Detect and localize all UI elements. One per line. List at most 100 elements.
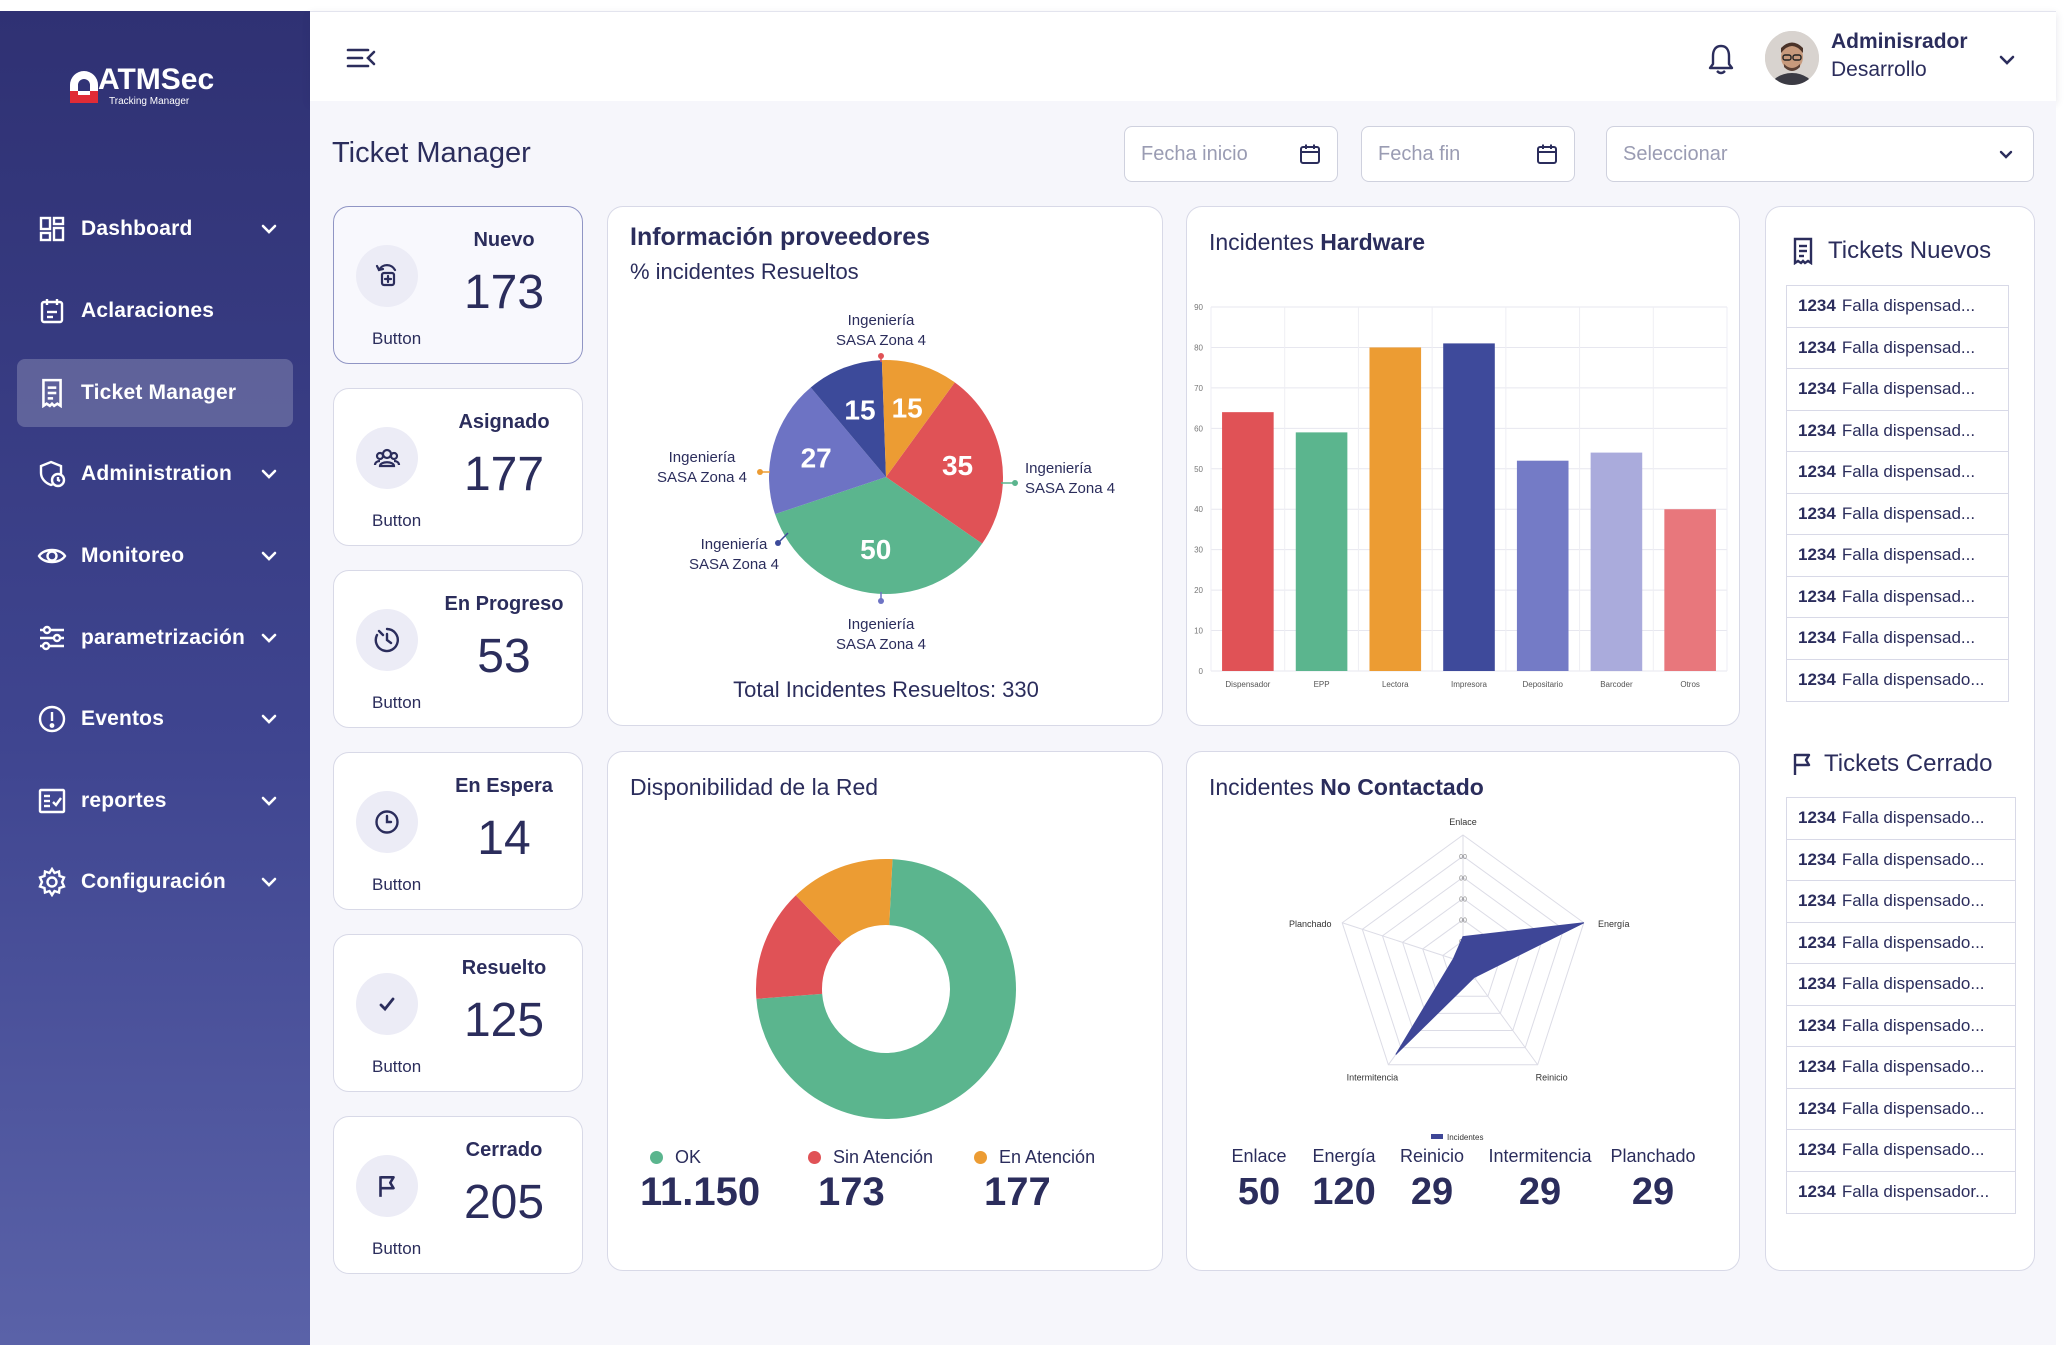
stat-card-asignado[interactable]: Asignado 177 Button bbox=[333, 388, 583, 546]
bell-icon[interactable] bbox=[1706, 42, 1736, 76]
stat-button[interactable]: Button bbox=[372, 511, 422, 530]
chevron-down-icon[interactable] bbox=[259, 464, 279, 484]
stat-value: 177 bbox=[463, 448, 545, 501]
user-name[interactable]: Adminisrador bbox=[1831, 30, 1968, 53]
atmsec-logo[interactable]: ATMSec Tracking Manager bbox=[68, 51, 248, 109]
ticket-list-item[interactable]: 1234 Falla dispensad... bbox=[1787, 494, 2008, 535]
radar-axis-label: Planchado bbox=[1289, 919, 1332, 929]
radar-series-area[interactable] bbox=[1395, 922, 1585, 1055]
chevron-down-icon[interactable] bbox=[1995, 143, 2017, 165]
ticket-list-item[interactable]: 1234 Falla dispensad... bbox=[1787, 328, 2008, 369]
pie-slice[interactable] bbox=[810, 360, 886, 477]
sidebar-item-dashboard[interactable]: Dashboard bbox=[17, 195, 293, 263]
bar[interactable] bbox=[1295, 432, 1348, 671]
report-check-icon bbox=[35, 784, 69, 818]
ticket-id: 1234 bbox=[1798, 891, 1836, 911]
legend-dot bbox=[650, 1151, 663, 1164]
ticket-list-item[interactable]: 1234 Falla dispensado... bbox=[1787, 1089, 2015, 1130]
radar-axis-label: Reinicio bbox=[1536, 1073, 1568, 1083]
sidebar-item-aclaraciones[interactable]: Aclaraciones bbox=[17, 277, 293, 345]
bar[interactable] bbox=[1443, 343, 1495, 671]
sidebar-item-parametrizaci-n[interactable]: parametrización bbox=[17, 604, 293, 672]
pie-leader-dot bbox=[757, 469, 763, 475]
ticket-list-item[interactable]: 1234 Falla dispensado... bbox=[1787, 1006, 2015, 1047]
calendar-icon[interactable] bbox=[1536, 143, 1558, 165]
nocontactado-stat-label: Reinicio bbox=[1399, 1146, 1465, 1166]
ticket-list-item[interactable]: 1234 Falla dispensado... bbox=[1787, 881, 2015, 923]
pie-slice[interactable] bbox=[775, 477, 983, 594]
ticket-list-item[interactable]: 1234 Falla dispensado... bbox=[1787, 923, 2015, 964]
bar[interactable] bbox=[1664, 509, 1716, 671]
donut-slice[interactable] bbox=[756, 859, 1016, 1119]
red-legend-item: En Atención 177 bbox=[974, 1147, 1095, 1215]
stat-button[interactable]: Button bbox=[372, 329, 422, 348]
radar-legend-swatch bbox=[1431, 1134, 1443, 1139]
fecha-fin-field[interactable]: Fecha fin bbox=[1361, 126, 1575, 182]
ticket-list-item[interactable]: 1234 Falla dispensado... bbox=[1787, 798, 2015, 840]
bar[interactable] bbox=[1516, 460, 1569, 671]
chevron-down-icon[interactable] bbox=[259, 628, 279, 648]
chevron-down-icon[interactable] bbox=[259, 709, 279, 729]
fecha-inicio-field[interactable]: Fecha inicio bbox=[1124, 126, 1338, 182]
pie-slice-value: 35 bbox=[942, 450, 973, 481]
ticket-list-item[interactable]: 1234 Falla dispensad... bbox=[1787, 369, 2008, 411]
ticket-list-item[interactable]: 1234 Falla dispensado... bbox=[1787, 964, 2015, 1006]
ticket-list-item[interactable]: 1234 Falla dispensad... bbox=[1787, 452, 2008, 494]
chevron-down-icon[interactable] bbox=[1997, 50, 2017, 70]
ticket-list-item[interactable]: 1234 Falla dispensador... bbox=[1787, 1172, 2015, 1214]
stat-card-cerrado[interactable]: Cerrado 205 Button bbox=[333, 1116, 583, 1274]
chevron-down-icon[interactable] bbox=[259, 219, 279, 239]
avatar[interactable] bbox=[1765, 31, 1819, 85]
ticket-list-item[interactable]: 1234 Falla dispensado... bbox=[1787, 1047, 2015, 1089]
pie-slice[interactable] bbox=[769, 387, 886, 515]
chevron-down-icon[interactable] bbox=[259, 546, 279, 566]
bar[interactable] bbox=[1222, 412, 1274, 671]
ticket-list-item[interactable]: 1234 Falla dispensad... bbox=[1787, 286, 2008, 328]
ticket-id: 1234 bbox=[1798, 670, 1836, 690]
receipt-icon bbox=[1792, 237, 1814, 265]
nocontactado-stat-value: 29 bbox=[1631, 1171, 1675, 1213]
pie-slice-label: SASA Zona 4 bbox=[836, 636, 926, 653]
legend-dot bbox=[808, 1151, 821, 1164]
ticket-list-item[interactable]: 1234 Falla dispensad... bbox=[1787, 411, 2008, 452]
stat-button[interactable]: Button bbox=[372, 1239, 422, 1258]
nocontactado-stat-value: 50 bbox=[1237, 1171, 1281, 1213]
ticket-id: 1234 bbox=[1798, 628, 1836, 648]
menu-collapse-icon[interactable] bbox=[346, 46, 376, 70]
stat-card-en-progreso[interactable]: En Progreso 53 Button bbox=[333, 570, 583, 728]
stat-card-nuevo[interactable]: Nuevo 173 Button bbox=[333, 206, 583, 364]
stat-button[interactable]: Button bbox=[372, 693, 422, 712]
ticket-list-item[interactable]: 1234 Falla dispensad... bbox=[1787, 577, 2008, 618]
ticket-list-item[interactable]: 1234 Falla dispensado... bbox=[1787, 660, 2008, 702]
ticket-list-item[interactable]: 1234 Falla dispensad... bbox=[1787, 535, 2008, 577]
bar[interactable] bbox=[1590, 452, 1643, 671]
stat-button[interactable]: Button bbox=[372, 1057, 422, 1076]
ticket-list-item[interactable]: 1234 Falla dispensado... bbox=[1787, 840, 2015, 881]
sidebar-item-monitoreo[interactable]: Monitoreo bbox=[17, 522, 293, 590]
calendar-icon[interactable] bbox=[1299, 143, 1321, 165]
stat-card-resuelto[interactable]: Resuelto 125 Button bbox=[333, 934, 583, 1092]
sidebar-item-configuraci-n[interactable]: Configuración bbox=[17, 848, 293, 916]
ticket-text: Falla dispensad... bbox=[1841, 296, 1976, 316]
pie-slice[interactable] bbox=[886, 382, 1003, 544]
donut-slice[interactable] bbox=[756, 895, 842, 999]
seleccionar-dropdown[interactable]: Seleccionar bbox=[1606, 126, 2034, 182]
nocontactado-stat: Reinicio 29 bbox=[1372, 1146, 1492, 1214]
ticket-list-item[interactable]: 1234 Falla dispensado... bbox=[1787, 1130, 2015, 1172]
pie-slice[interactable] bbox=[881, 360, 955, 477]
donut-slice[interactable] bbox=[795, 859, 893, 943]
sidebar-item-eventos[interactable]: Eventos bbox=[17, 685, 293, 753]
sidebar-item-administration[interactable]: Administration bbox=[17, 440, 293, 508]
stat-button[interactable]: Button bbox=[372, 875, 422, 894]
ticket-list-item[interactable]: 1234 Falla dispensad... bbox=[1787, 618, 2008, 660]
radar-grid-ring bbox=[1381, 876, 1545, 1031]
stat-card-en-espera[interactable]: En Espera 14 Button bbox=[333, 752, 583, 910]
bar[interactable] bbox=[1369, 347, 1422, 671]
bar-category-label: EPP bbox=[1314, 680, 1330, 689]
radar-spoke bbox=[1462, 961, 1539, 1066]
chevron-down-icon[interactable] bbox=[259, 791, 279, 811]
sidebar-item-reportes[interactable]: reportes bbox=[17, 767, 293, 835]
nocontactado-title: Incidentes No Contactado bbox=[1209, 774, 1484, 801]
sidebar-item-ticket-manager[interactable]: Ticket Manager bbox=[17, 359, 293, 427]
chevron-down-icon[interactable] bbox=[259, 872, 279, 892]
